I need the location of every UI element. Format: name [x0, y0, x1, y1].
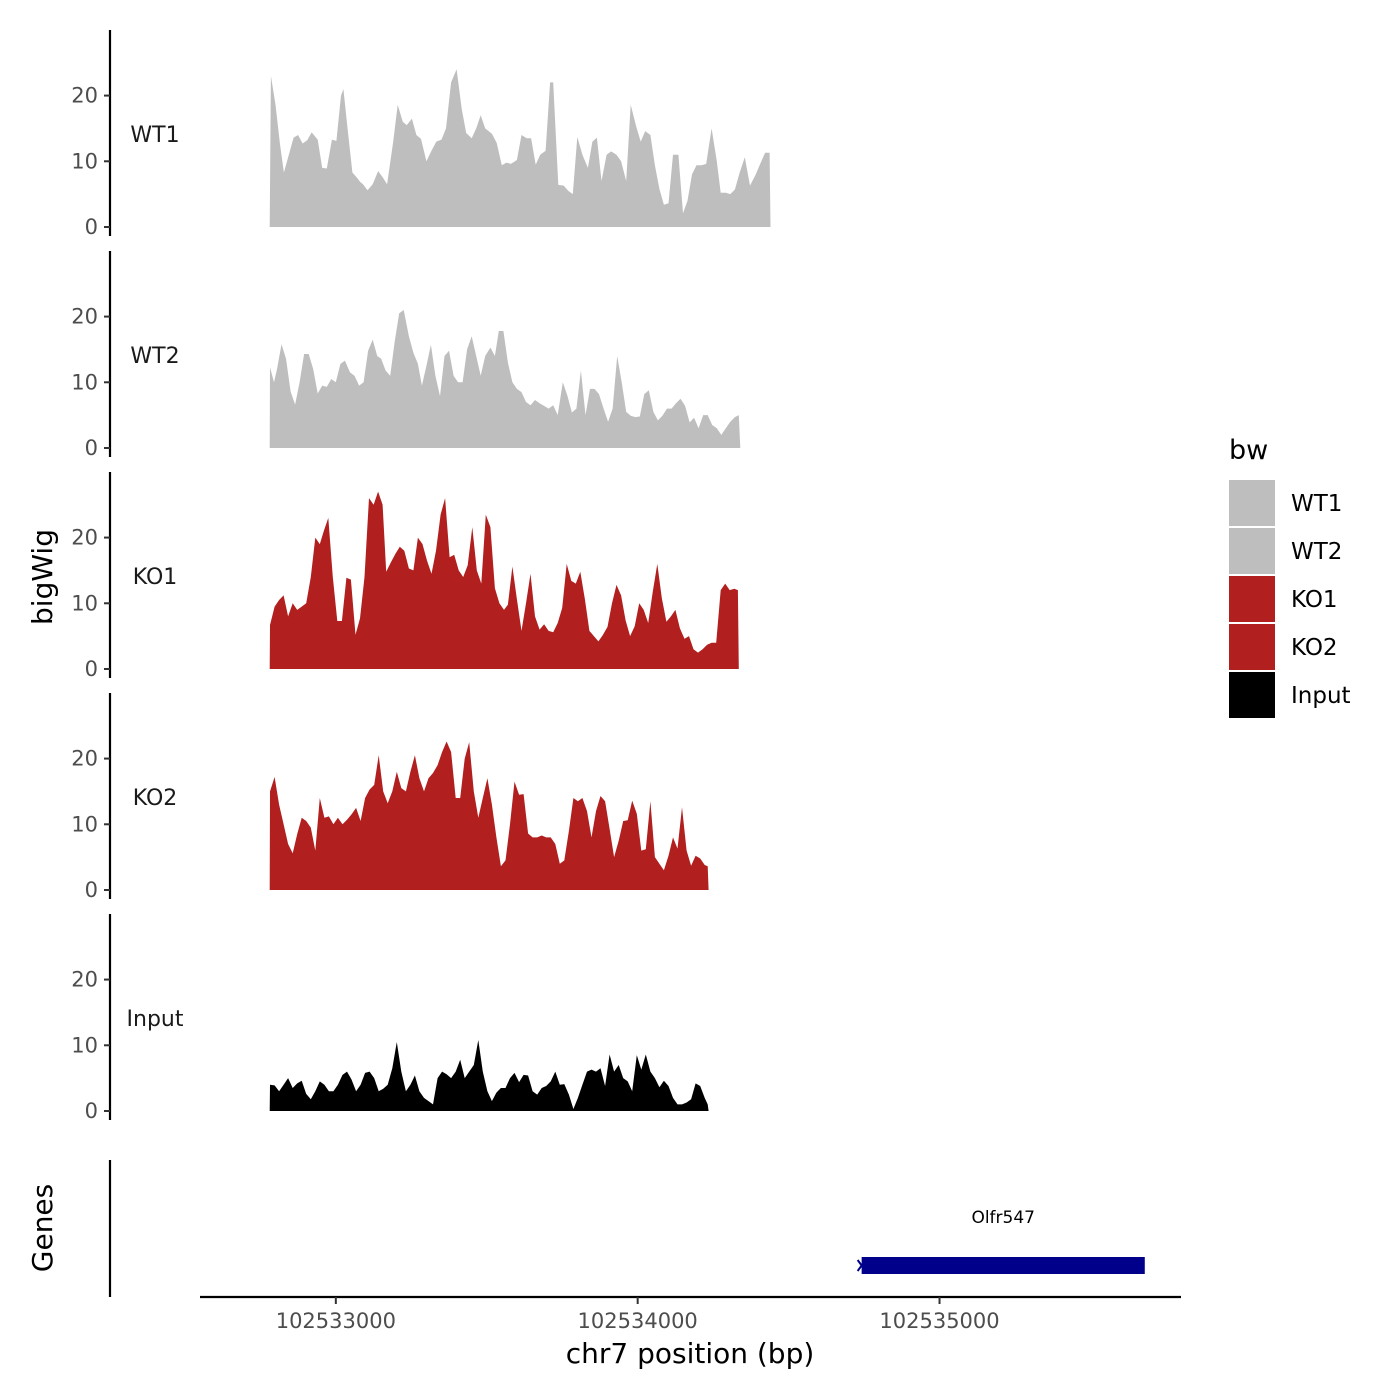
y-tick-label: 20 — [71, 968, 98, 992]
y-tick-label: 10 — [71, 1033, 98, 1057]
y-tick-label: 20 — [71, 305, 98, 329]
y-tick-label: 10 — [71, 591, 98, 615]
legend-label-wt1: WT1 — [1291, 491, 1342, 517]
y-tick-label: 0 — [85, 657, 98, 681]
legend-swatch-input — [1229, 672, 1275, 718]
x-axis: 102533000 102534000 102535000 — [200, 1295, 1181, 1333]
gene-start-marker — [856, 1259, 867, 1272]
legend-label-ko1: KO1 — [1291, 587, 1338, 613]
track-area-wt2 — [269, 310, 741, 448]
track-input: 0 10 20 Input — [71, 914, 709, 1123]
y-tick-label: 10 — [71, 370, 98, 394]
bigwig-tracks: 0 10 20 WT1 0 10 20 WT2 0 10 20 KO1 0 10 20 KO2 0 10 20 Inp… — [71, 30, 771, 1123]
y-tick-label: 10 — [71, 812, 98, 836]
track-label-input: Input — [127, 1007, 184, 1032]
x-tick-label: 102535000 — [879, 1309, 999, 1333]
legend-label-ko2: KO2 — [1291, 635, 1338, 661]
legend-swatch-ko1 — [1229, 576, 1275, 622]
track-label-wt1: WT1 — [130, 123, 179, 148]
track-ko2: 0 10 20 KO2 — [71, 693, 709, 902]
y-axis-title: bigWig — [26, 529, 59, 625]
x-tick-label: 102534000 — [578, 1309, 698, 1333]
y-tick-label: 0 — [85, 878, 98, 902]
track-wt1: 0 10 20 WT1 — [71, 30, 771, 239]
y-tick-label: 0 — [85, 1099, 98, 1123]
legend-swatch-ko2 — [1229, 624, 1275, 670]
track-label-wt2: WT2 — [130, 344, 179, 369]
track-area-wt1 — [269, 69, 771, 227]
track-wt2: 0 10 20 WT2 — [71, 251, 741, 460]
track-ko1: 0 10 20 KO1 — [71, 472, 739, 681]
legend-label-input: Input — [1291, 683, 1351, 709]
y-tick-label: 0 — [85, 436, 98, 460]
y-tick-label: 20 — [71, 747, 98, 771]
track-area-input — [269, 1040, 709, 1111]
x-axis-title: chr7 position (bp) — [566, 1337, 815, 1370]
gene-label-olfr547: Olfr547 — [971, 1208, 1035, 1228]
genes-track: Olfr547 — [108, 1160, 1145, 1297]
y-tick-label: 20 — [71, 84, 98, 108]
track-label-ko1: KO1 — [133, 565, 178, 590]
legend-swatch-wt2 — [1229, 528, 1275, 574]
legend-swatch-wt1 — [1229, 480, 1275, 526]
track-area-ko2 — [269, 741, 709, 890]
legend-title: bw — [1229, 435, 1268, 466]
track-area-ko1 — [269, 491, 739, 669]
genes-axis-title: Genes — [26, 1184, 59, 1272]
y-tick-label: 0 — [85, 215, 98, 239]
y-tick-label: 20 — [71, 526, 98, 550]
track-label-ko2: KO2 — [133, 786, 178, 811]
y-tick-label: 10 — [71, 149, 98, 173]
legend-label-wt2: WT2 — [1291, 539, 1342, 565]
x-tick-label: 102533000 — [276, 1309, 396, 1333]
legend: WT1 WT2 KO1 KO2 Input — [1229, 480, 1351, 718]
gene-body-olfr547 — [861, 1257, 1145, 1274]
